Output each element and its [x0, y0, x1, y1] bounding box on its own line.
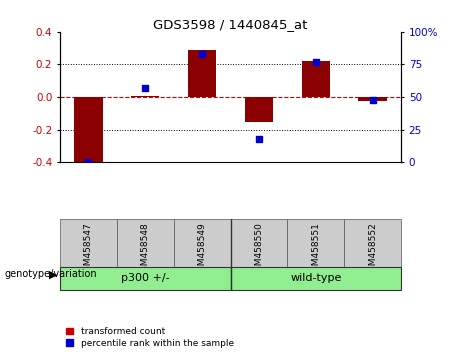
- Bar: [230, 267, 401, 290]
- Point: [312, 59, 319, 65]
- Text: genotype/variation: genotype/variation: [5, 269, 97, 279]
- Bar: [60, 267, 230, 290]
- Text: GSM458550: GSM458550: [254, 222, 263, 277]
- Bar: [60, 219, 117, 267]
- Text: GSM458551: GSM458551: [311, 222, 320, 277]
- Bar: [287, 219, 344, 267]
- Title: GDS3598 / 1440845_at: GDS3598 / 1440845_at: [154, 18, 307, 31]
- Text: ▶: ▶: [49, 269, 58, 279]
- Legend: transformed count, percentile rank within the sample: transformed count, percentile rank withi…: [65, 325, 236, 349]
- Point: [85, 159, 92, 165]
- Point: [198, 51, 206, 57]
- Bar: [174, 219, 230, 267]
- Bar: [230, 219, 287, 267]
- Bar: [344, 219, 401, 267]
- Text: GSM458548: GSM458548: [141, 222, 150, 276]
- Text: GSM458547: GSM458547: [84, 222, 93, 276]
- Bar: [358, 97, 387, 101]
- Point: [369, 97, 376, 103]
- Point: [142, 85, 149, 91]
- Bar: [245, 97, 273, 122]
- Bar: [74, 97, 102, 162]
- Bar: [117, 219, 174, 267]
- Bar: [301, 61, 330, 97]
- Text: wild-type: wild-type: [290, 274, 342, 284]
- Bar: [188, 50, 216, 97]
- Point: [255, 136, 263, 142]
- Text: p300 +/-: p300 +/-: [121, 274, 170, 284]
- Text: GSM458552: GSM458552: [368, 222, 377, 276]
- Bar: [131, 96, 160, 97]
- Text: GSM458549: GSM458549: [198, 222, 207, 276]
